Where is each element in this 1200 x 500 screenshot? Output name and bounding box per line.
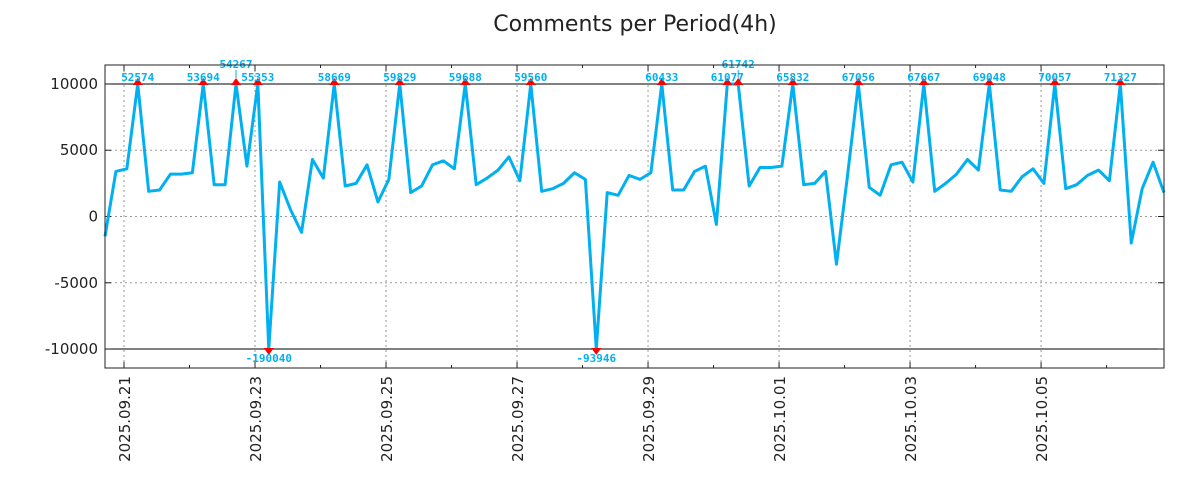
clip-value-label: 67056 <box>842 71 875 84</box>
clip-value-label: 67667 <box>907 71 940 84</box>
x-tick-label: 2025.09.29 <box>640 376 658 462</box>
plot-frame <box>104 64 1165 369</box>
clip-marker-up <box>525 77 536 85</box>
clip-marker-up <box>656 77 667 85</box>
y-tick-label: -5000 <box>54 274 98 292</box>
clip-marker-up <box>460 77 471 85</box>
clip-value-label: 61077 <box>711 71 744 84</box>
clip-marker-up <box>984 77 995 85</box>
clip-value-label: 55353 <box>241 71 274 84</box>
clip-marker-up <box>198 77 209 85</box>
x-tick-label: 2025.09.23 <box>247 376 265 462</box>
y-tick-label: 0 <box>88 208 98 226</box>
clip-value-label: 53694 <box>187 71 220 84</box>
clip-value-label: 69048 <box>973 71 1006 84</box>
x-tick-label: 2025.09.25 <box>378 376 396 462</box>
clip-marker-up <box>722 77 733 85</box>
y-tick-label: -10000 <box>45 340 98 358</box>
x-tick-label: 2025.09.27 <box>509 376 527 462</box>
clip-marker-down <box>591 348 602 356</box>
x-tick-label: 2025.10.03 <box>902 376 920 462</box>
clip-value-label: 58669 <box>318 71 351 84</box>
clip-marker-up <box>733 77 744 85</box>
y-tick-label: 10000 <box>50 75 98 93</box>
clip-value-label: 65832 <box>776 71 809 84</box>
clip-value-label: 59829 <box>383 71 416 84</box>
clip-value-label: 70057 <box>1038 71 1071 84</box>
clip-marker-up <box>329 77 340 85</box>
clip-value-label: 59560 <box>514 71 547 84</box>
clip-marker-up <box>1049 77 1060 85</box>
clip-marker-up <box>394 77 405 85</box>
x-tick-label: 2025.10.01 <box>771 376 789 462</box>
clip-value-label: 60433 <box>645 71 678 84</box>
chart-title: Comments per Period(4h) <box>493 12 777 37</box>
clip-value-label: 59688 <box>449 71 482 84</box>
clip-marker-up <box>918 77 929 85</box>
clip-value-label: 52574 <box>121 71 154 84</box>
clip-marker-down <box>263 348 274 356</box>
clip-marker-up <box>252 77 263 85</box>
clip-value-label: 71327 <box>1104 71 1137 84</box>
clip-marker-up <box>132 77 143 85</box>
clip-value-label: -190040 <box>246 352 292 365</box>
clip-marker-up <box>787 77 798 85</box>
clip-marker-up <box>853 77 864 85</box>
clip-value-label: 54267 <box>219 58 252 71</box>
clip-marker-up <box>231 77 242 85</box>
y-tick-label: 5000 <box>60 141 98 159</box>
clip-value-label: -93946 <box>576 352 616 365</box>
clip-value-label: 61742 <box>722 58 755 71</box>
series-line <box>103 82 1166 351</box>
x-tick-label: 2025.10.05 <box>1033 376 1051 462</box>
clip-marker-up <box>1115 77 1126 85</box>
x-tick-label: 2025.09.21 <box>116 376 134 462</box>
